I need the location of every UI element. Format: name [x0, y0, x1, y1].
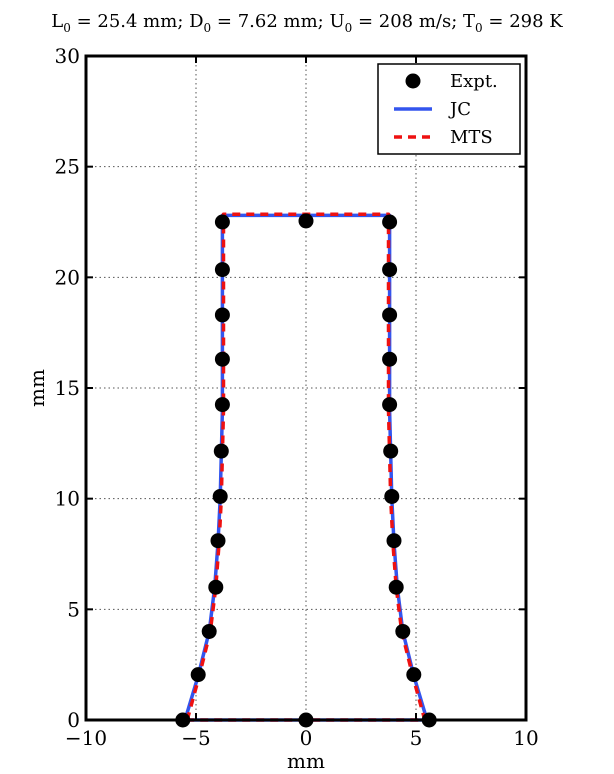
- expt-point: [406, 667, 422, 683]
- legend-label: JC: [448, 99, 471, 120]
- legend-label: Expt.: [450, 71, 498, 92]
- y-tick-label: 20: [55, 265, 80, 289]
- legend: Expt. JC MTS: [377, 63, 521, 155]
- x-tick-label: −10: [65, 726, 107, 750]
- expt-point: [190, 667, 206, 683]
- series-markers: [175, 213, 437, 728]
- x-tick-label: 5: [410, 726, 423, 750]
- expt-point: [208, 579, 224, 595]
- y-tick-label: 5: [67, 597, 80, 621]
- x-axis-label: mm: [287, 749, 325, 773]
- y-tick-label: 10: [55, 487, 80, 511]
- expt-point: [382, 262, 398, 278]
- y-tick-label: 25: [55, 155, 80, 179]
- expt-point: [386, 533, 402, 549]
- y-axis-label: mm: [25, 369, 49, 407]
- expt-point: [395, 623, 411, 639]
- expt-point: [212, 488, 228, 504]
- legend-marker-expt: [405, 73, 421, 89]
- expt-point: [384, 488, 400, 504]
- expt-point: [388, 579, 404, 595]
- expt-point: [214, 214, 230, 230]
- expt-point: [298, 213, 314, 229]
- x-tick-label: −5: [181, 726, 210, 750]
- expt-point: [382, 351, 398, 367]
- expt-point: [214, 397, 230, 413]
- axis-tick-labels: −10 −5 0 5 10 0 5 10 15 20 25 30: [55, 44, 539, 750]
- grid: [86, 56, 526, 720]
- y-tick-label: 30: [55, 44, 80, 68]
- expt-point: [210, 533, 226, 549]
- expt-point: [382, 307, 398, 323]
- chart-title: L0 = 25.4 mm; D0 = 7.62 mm; U0 = 208 m/s…: [51, 11, 563, 35]
- legend-label: MTS: [450, 127, 493, 148]
- expt-point: [214, 262, 230, 278]
- expt-point: [382, 214, 398, 230]
- expt-point: [214, 307, 230, 323]
- expt-point: [213, 443, 229, 459]
- expt-point: [383, 443, 399, 459]
- axis-ticks: [85, 55, 527, 721]
- x-tick-label: 10: [513, 726, 538, 750]
- expt-point: [214, 351, 230, 367]
- y-tick-label: 15: [55, 376, 80, 400]
- y-tick-label: 0: [67, 708, 80, 732]
- chart-title-text: L0 = 25.4 mm; D0 = 7.62 mm; U0 = 208 m/s…: [51, 11, 563, 35]
- expt-point: [382, 397, 398, 413]
- expt-point: [201, 623, 217, 639]
- x-tick-label: 0: [300, 726, 313, 750]
